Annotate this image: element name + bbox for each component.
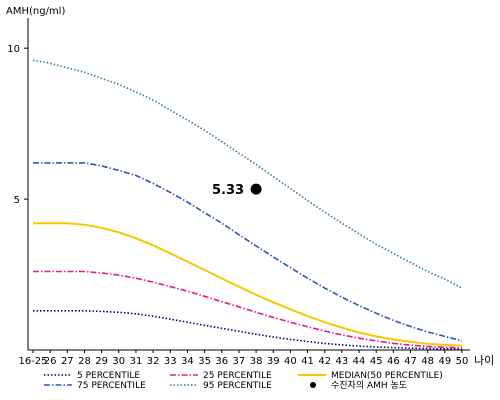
legend-label-4: 95 PERCENTILE xyxy=(203,381,272,391)
legend-label-0: 5 PERCENTILE xyxy=(77,371,140,381)
x-tick-label: 40 xyxy=(284,356,297,367)
x-tick-label: 43 xyxy=(336,356,349,367)
legend: 5 PERCENTILE 25 PERCENTILE MEDIAN(50 PERCE… xyxy=(44,371,443,391)
x-tick-label: 47 xyxy=(404,356,417,367)
x-tick-label: 42 xyxy=(318,356,331,367)
legend-patient-label: 수진자의 AMH 농도 xyxy=(331,380,407,391)
patient-point-group: 5.33 xyxy=(212,183,262,198)
x-tick-label: 35 xyxy=(198,356,211,367)
y-tick-label: 5 xyxy=(14,195,20,206)
x-tick-label: 36 xyxy=(215,356,228,367)
legend-label-1: 25 PERCENTILE xyxy=(203,371,272,381)
y-tick-label: 10 xyxy=(7,44,20,55)
legend-label-2: MEDIAN(50 PERCENTILE) xyxy=(331,371,443,381)
series-line-2 xyxy=(33,222,463,347)
legend-label-3: 75 PERCENTILE xyxy=(77,381,146,391)
x-tick-label: 39 xyxy=(267,356,280,367)
series-lines xyxy=(32,59,463,350)
x-tick-label: 26 xyxy=(44,356,57,367)
series-line-0 xyxy=(33,309,463,350)
series-line-4 xyxy=(32,59,463,289)
x-tick-label: 33 xyxy=(164,356,177,367)
x-tick-label: 16-25 xyxy=(18,356,47,367)
x-tick-label: 50 xyxy=(456,356,469,367)
y-axis-label: AMH(ng/ml) xyxy=(6,6,65,17)
x-tick-label: 46 xyxy=(387,356,400,367)
x-tick-label: 38 xyxy=(250,356,263,367)
series-line-3 xyxy=(33,162,463,342)
patient-point-label: 5.33 xyxy=(212,183,244,198)
y-ticks: 5 10 xyxy=(7,44,28,206)
legend-patient-marker xyxy=(310,382,316,388)
x-tick-label: 49 xyxy=(438,356,451,367)
x-tick-label: 45 xyxy=(370,356,383,367)
x-tick-label: 48 xyxy=(421,356,434,367)
x-tick-label: 29 xyxy=(95,356,108,367)
x-tick-label: 30 xyxy=(112,356,125,367)
x-axis-label: 나이 xyxy=(474,354,494,367)
x-tick-label: 32 xyxy=(147,356,160,367)
patient-point xyxy=(250,183,262,195)
x-tick-label: 31 xyxy=(130,356,143,367)
x-tick-label: 44 xyxy=(353,356,366,367)
x-tick-label: 27 xyxy=(61,356,74,367)
x-tick-label: 28 xyxy=(78,356,91,367)
x-tick-label: 34 xyxy=(181,356,194,367)
x-tick-label: 41 xyxy=(301,356,314,367)
series-line-1 xyxy=(33,270,463,349)
x-tick-label: 37 xyxy=(233,356,246,367)
